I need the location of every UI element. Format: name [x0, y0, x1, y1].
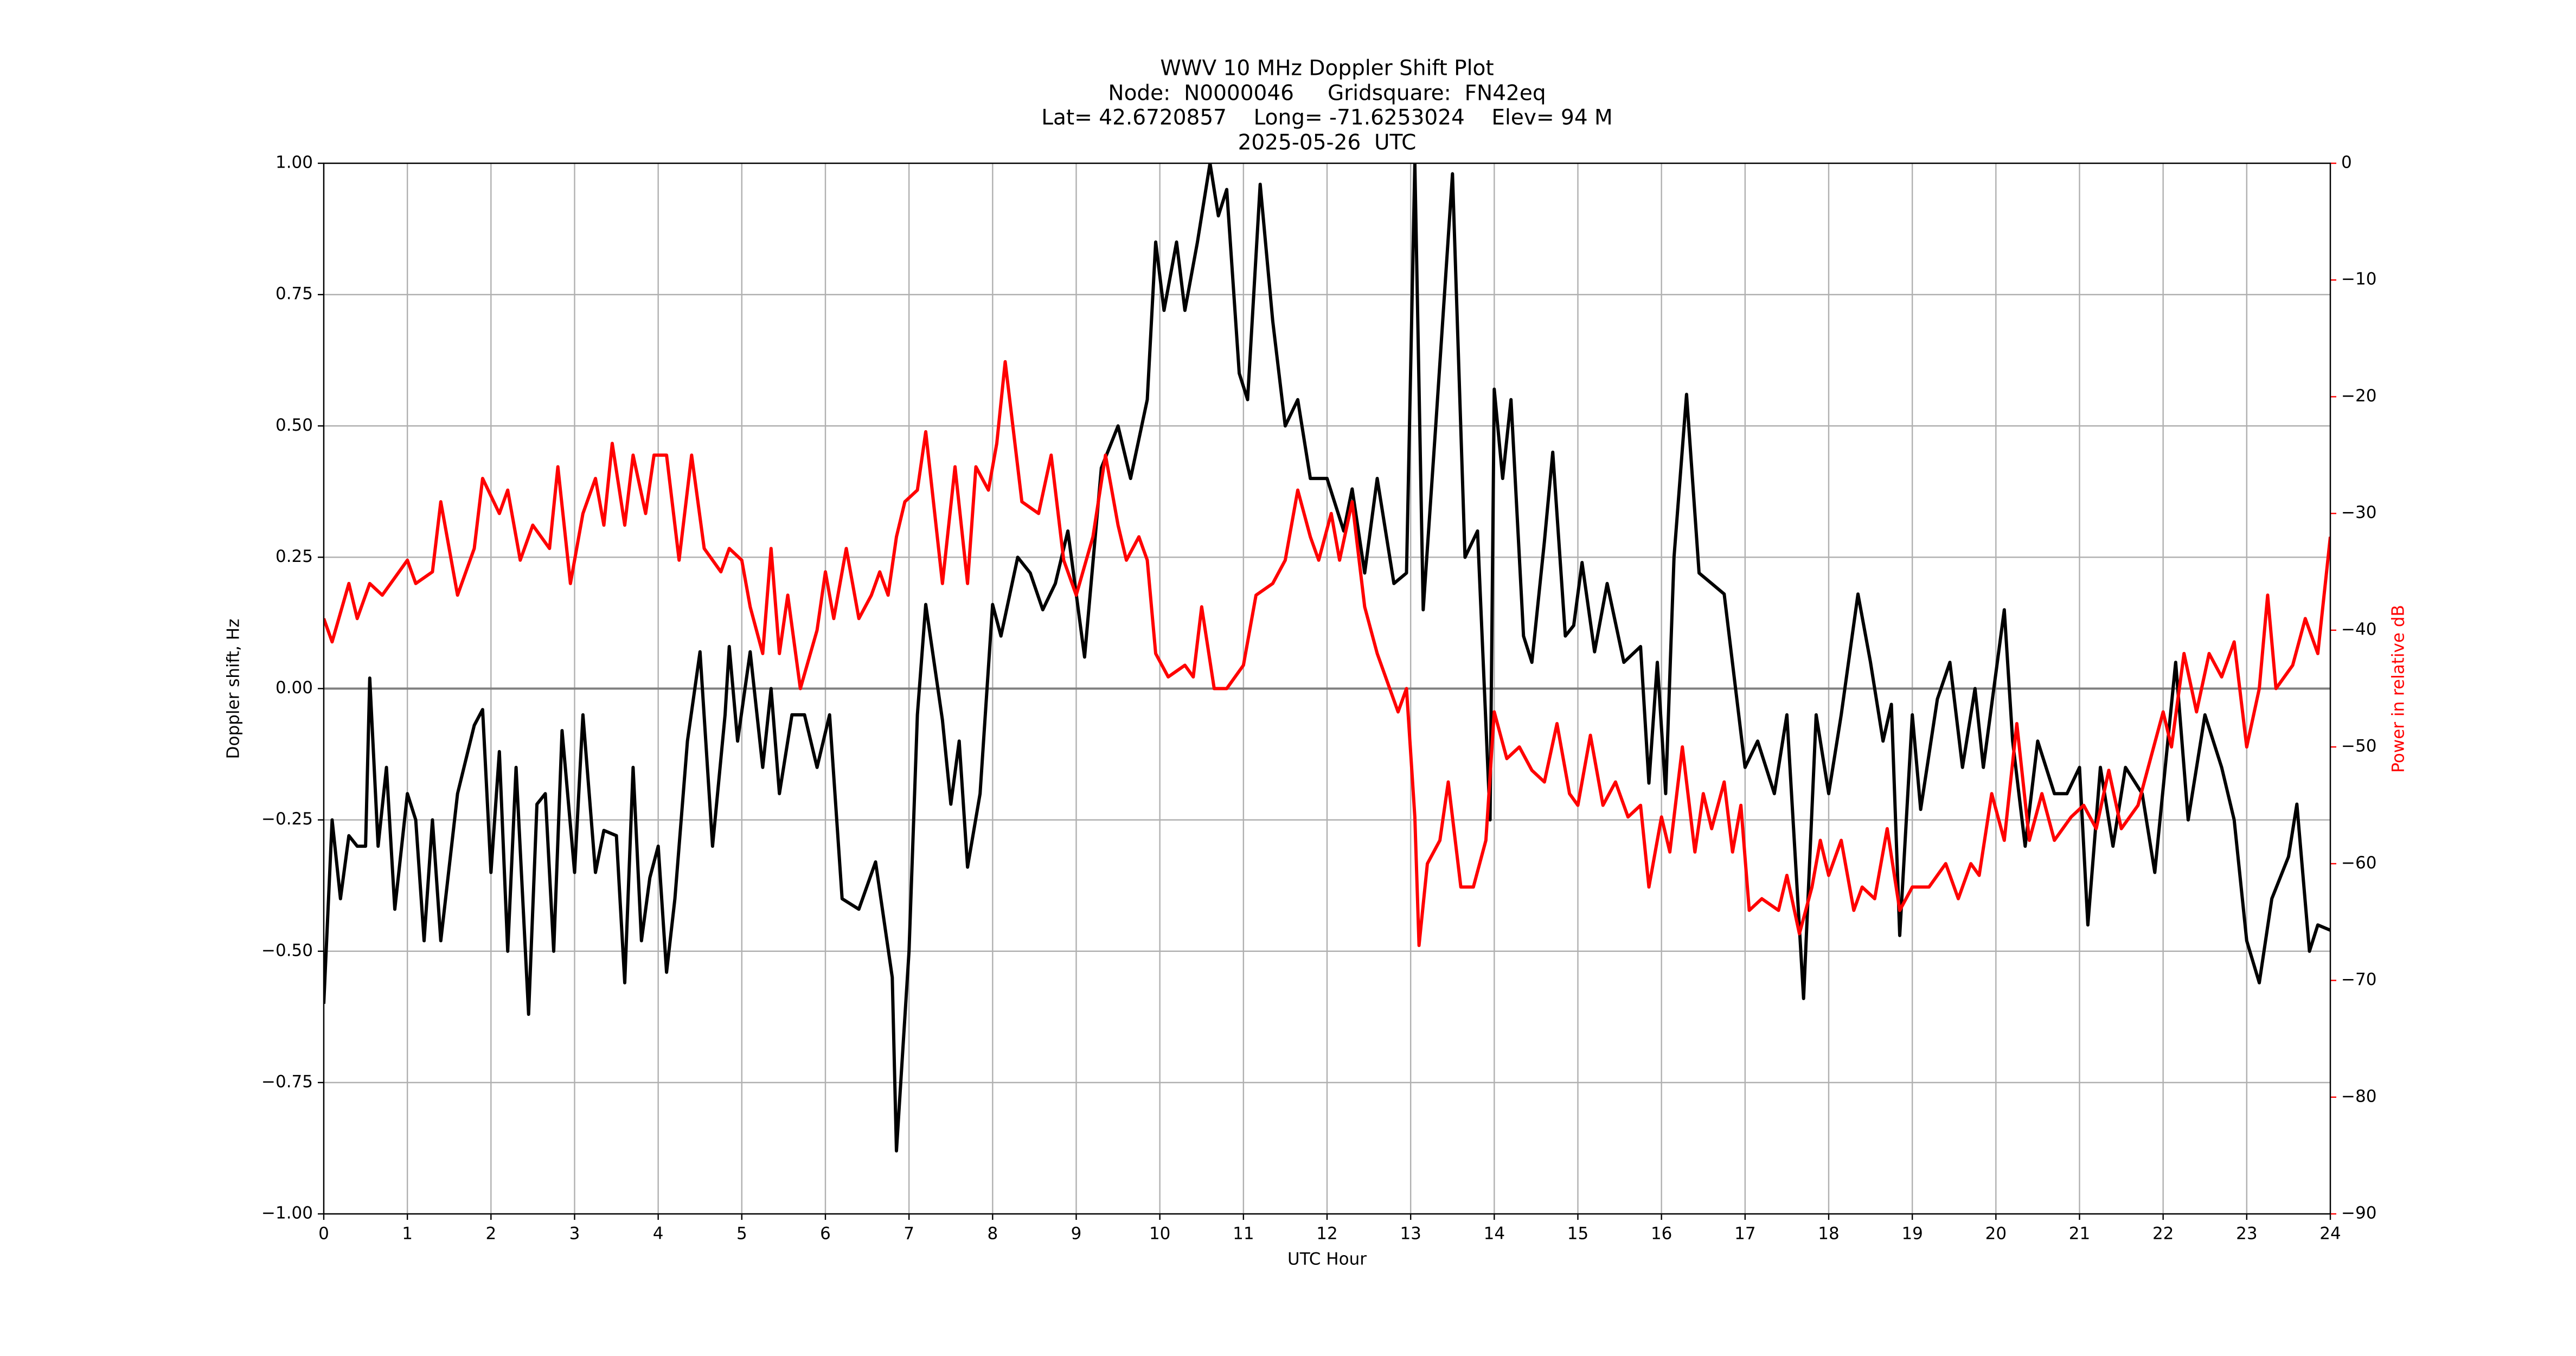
x-tick-label: 9 — [1071, 1224, 1082, 1244]
chart-subtitle: 2025-05-26 UTC — [1238, 131, 1417, 155]
x-tick-label: 23 — [2236, 1224, 2257, 1244]
chart-subtitle: Lat= 42.6720857 Long= -71.6253024 Elev= … — [1041, 106, 1612, 130]
y-tick-label: 0.75 — [275, 284, 313, 304]
x-tick-label: 24 — [2319, 1224, 2341, 1244]
x-tick-label: 18 — [1818, 1224, 1839, 1244]
x-tick-label: 6 — [820, 1224, 831, 1244]
y-tick-label: 0.50 — [275, 415, 313, 435]
x-tick-label: 5 — [736, 1224, 747, 1244]
y-axis-label: Doppler shift, Hz — [224, 619, 243, 759]
y2-axis-label: Power in relative dB — [2389, 605, 2408, 772]
y2-tick-label: −90 — [2341, 1204, 2376, 1223]
x-tick-label: 4 — [653, 1224, 664, 1244]
data-line — [324, 360, 2330, 947]
y2-tick-label: −20 — [2341, 386, 2376, 406]
x-tick-label: 14 — [1484, 1224, 1505, 1244]
y2-tick-label: −10 — [2341, 270, 2376, 289]
y-tick-label: −1.00 — [261, 1204, 313, 1223]
x-tick-label: 3 — [569, 1224, 580, 1244]
x-tick-label: 0 — [318, 1224, 329, 1244]
x-tick-label: 15 — [1567, 1224, 1588, 1244]
y2-tick-label: −40 — [2341, 619, 2376, 639]
y2-tick-label: 0 — [2341, 153, 2352, 172]
y-tick-label: 1.00 — [275, 153, 313, 172]
y-tick-label: 0.00 — [275, 678, 313, 698]
y2-tick-label: −30 — [2341, 503, 2376, 522]
x-tick-label: 2 — [485, 1224, 496, 1244]
x-tick-label: 10 — [1149, 1224, 1170, 1244]
y-tick-label: −0.25 — [261, 809, 313, 829]
y-tick-label: −0.75 — [261, 1072, 313, 1091]
y-tick-label: 0.25 — [275, 547, 313, 566]
x-tick-label: 20 — [1985, 1224, 2007, 1244]
x-tick-label: 12 — [1316, 1224, 1337, 1244]
y2-tick-label: −60 — [2341, 853, 2376, 873]
x-axis-label: UTC Hour — [1287, 1250, 1367, 1269]
x-tick-label: 13 — [1400, 1224, 1421, 1244]
x-tick-label: 21 — [2069, 1224, 2090, 1244]
x-tick-label: 19 — [1901, 1224, 1923, 1244]
x-tick-label: 11 — [1233, 1224, 1254, 1244]
x-tick-label: 17 — [1734, 1224, 1755, 1244]
plot-frame — [323, 162, 2331, 1215]
x-tick-label: 1 — [402, 1224, 413, 1244]
y-tick-label: −0.50 — [261, 941, 313, 960]
data-line — [324, 163, 2330, 1153]
chart-subtitle: Node: N0000046 Gridsquare: FN42eq — [1108, 81, 1546, 106]
y2-tick-label: −50 — [2341, 737, 2376, 756]
x-tick-label: 7 — [903, 1224, 914, 1244]
x-tick-label: 22 — [2152, 1224, 2174, 1244]
y2-tick-label: −70 — [2341, 970, 2376, 989]
y2-tick-label: −80 — [2341, 1086, 2376, 1106]
chart-title: WWV 10 MHz Doppler Shift Plot — [1160, 56, 1494, 81]
x-tick-label: 8 — [987, 1224, 998, 1244]
x-tick-label: 16 — [1651, 1224, 1672, 1244]
